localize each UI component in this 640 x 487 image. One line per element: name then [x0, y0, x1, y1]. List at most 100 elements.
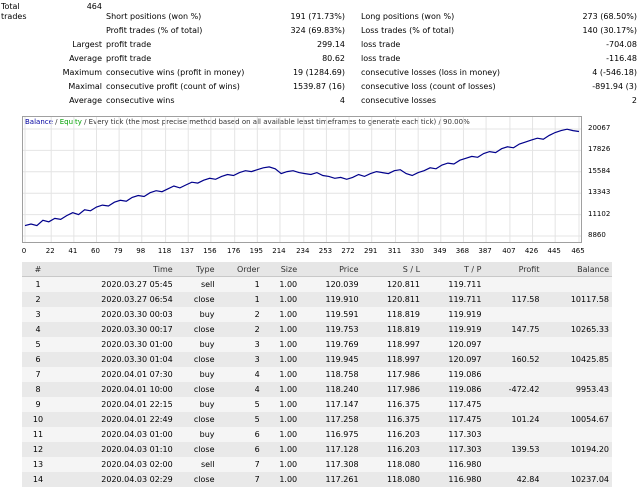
x-tick-label: 156	[203, 247, 216, 255]
x-tick-label: 426	[525, 247, 538, 255]
table-cell: 1.00	[263, 442, 300, 457]
table-cell: buy	[176, 307, 218, 322]
table-cell: 10054.67	[542, 412, 612, 427]
summary-row: Average profit trade 80.62 loss trade -116.4…	[0, 52, 640, 66]
x-tick-label: 214	[272, 247, 285, 255]
x-tick-label: 253	[319, 247, 332, 255]
column-header[interactable]: Order	[218, 262, 263, 277]
table-cell: close	[176, 382, 218, 397]
table-cell: 119.086	[423, 382, 484, 397]
summary-label-left: Largest	[72, 40, 102, 50]
table-cell	[542, 337, 612, 352]
x-tick-label: 79	[114, 247, 123, 255]
summary-label-left: Average	[69, 54, 102, 64]
table-cell: close	[176, 412, 218, 427]
table-cell: 118.997	[362, 337, 423, 352]
table-cell: 2	[218, 322, 263, 337]
table-cell: 119.919	[423, 307, 484, 322]
column-header[interactable]: Price	[300, 262, 361, 277]
summary-label: loss trade	[361, 54, 400, 64]
summary-label: Profit trades (% of total)	[106, 26, 202, 36]
table-cell: buy	[176, 337, 218, 352]
column-header[interactable]: Type	[176, 262, 218, 277]
summary-label: consecutive wins	[106, 96, 174, 106]
summary-label: consecutive loss (count of losses)	[361, 82, 496, 92]
y-tick-label: 15584	[588, 167, 610, 175]
x-tick-label: 118	[158, 247, 171, 255]
x-tick-label: 137	[181, 247, 194, 255]
summary-value: 140 (30.17%)	[582, 26, 637, 36]
summary-value: 80.62	[322, 54, 345, 64]
balance-series-line	[25, 129, 579, 225]
column-header[interactable]: Time	[54, 262, 176, 277]
table-cell: 117.986	[362, 382, 423, 397]
column-header[interactable]: Profit	[484, 262, 542, 277]
table-cell: 116.375	[362, 397, 423, 412]
table-cell: 1	[218, 277, 263, 293]
table-cell: sell	[176, 457, 218, 472]
table-cell	[542, 367, 612, 382]
table-cell: 139.53	[484, 442, 542, 457]
table-cell: 119.591	[300, 307, 361, 322]
table-cell: 1.00	[263, 397, 300, 412]
table-cell	[484, 307, 542, 322]
table-cell: 2020.03.30 01:00	[54, 337, 176, 352]
table-cell: 119.753	[300, 322, 361, 337]
table-cell	[484, 367, 542, 382]
x-tick-label: 445	[547, 247, 560, 255]
table-cell: 5	[22, 337, 54, 352]
column-header[interactable]: T / P	[423, 262, 484, 277]
table-cell: 12	[22, 442, 54, 457]
summary-value: -116.48	[606, 54, 637, 64]
table-cell	[484, 277, 542, 293]
table-cell	[542, 277, 612, 293]
column-header[interactable]: Size	[263, 262, 300, 277]
table-cell: 117.258	[300, 412, 361, 427]
table-cell	[542, 427, 612, 442]
table-cell: 7	[22, 367, 54, 382]
column-header[interactable]: #	[22, 262, 54, 277]
table-cell: 118.758	[300, 367, 361, 382]
table-cell: 1.00	[263, 352, 300, 367]
x-tick-label: 407	[502, 247, 515, 255]
table-cell: 119.910	[300, 292, 361, 307]
x-tick-label: 368	[456, 247, 469, 255]
table-cell: 117.308	[300, 457, 361, 472]
table-cell: 10265.33	[542, 322, 612, 337]
table-cell: 2020.04.01 10:00	[54, 382, 176, 397]
table-cell: 116.980	[423, 457, 484, 472]
table-cell: buy	[176, 397, 218, 412]
table-cell: 2020.04.01 07:30	[54, 367, 176, 382]
summary-value: 1539.87 (16)	[293, 82, 345, 92]
table-cell: 1.00	[263, 412, 300, 427]
table-cell: 2020.03.30 01:04	[54, 352, 176, 367]
column-header[interactable]: Balance	[542, 262, 612, 277]
table-cell: 120.097	[423, 337, 484, 352]
table-cell: 6	[218, 442, 263, 457]
summary-label: profit trade	[106, 54, 151, 64]
balance-line-svg	[23, 117, 581, 242]
table-cell	[484, 397, 542, 412]
table-cell: 119.086	[423, 367, 484, 382]
table-cell: 117.986	[362, 367, 423, 382]
column-header[interactable]: S / L	[362, 262, 423, 277]
summary-value: 4 (-546.18)	[592, 68, 637, 78]
x-tick-label: 22	[46, 247, 55, 255]
table-cell: 4	[22, 322, 54, 337]
